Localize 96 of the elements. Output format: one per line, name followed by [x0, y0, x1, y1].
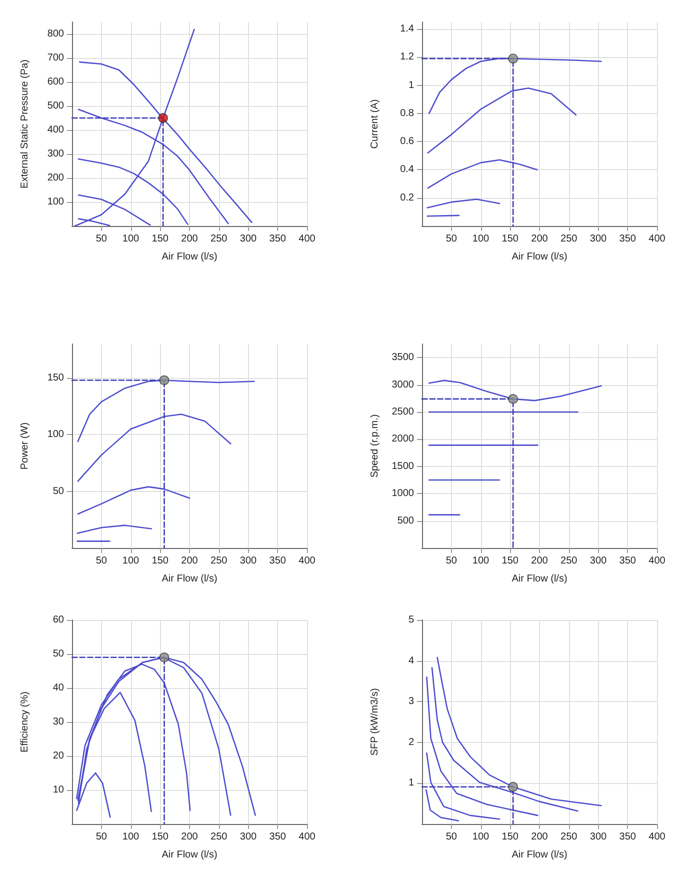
x-tick-label: 200	[181, 832, 198, 842]
x-axis-title: Air Flow (l/s)	[162, 850, 218, 860]
y-tick-label: 100	[47, 429, 64, 440]
x-axis-title: Air Flow (l/s)	[512, 574, 568, 584]
x-tick-label: 100	[122, 832, 140, 842]
x-tick-label: 250	[210, 556, 228, 566]
x-tick-label: 100	[122, 234, 140, 244]
y-tick-label: 10	[52, 784, 64, 796]
y-tick-label: 0.4	[400, 164, 414, 176]
x-tick-label: 400	[648, 556, 666, 566]
x-tick-label: 300	[240, 234, 258, 244]
x-tick-label: 400	[648, 832, 666, 842]
y-tick-label: 1500	[392, 460, 414, 472]
y-tick-label: 500	[397, 515, 414, 526]
y-tick-label: 5	[408, 614, 414, 626]
x-tick-label: 400	[298, 556, 316, 566]
x-tick-label: 200	[531, 832, 548, 842]
x-tick-label: 400	[298, 832, 316, 842]
x-tick-label: 250	[560, 556, 578, 566]
y-tick-label: 150	[47, 372, 64, 384]
x-tick-label: 100	[472, 234, 490, 244]
x-tick-label: 150	[502, 556, 519, 566]
x-tick-label: 300	[240, 556, 258, 566]
x-tick-label: 100	[472, 556, 490, 566]
y-axis-title: Efficiency (%)	[20, 692, 30, 752]
y-tick-label: 40	[52, 682, 64, 694]
x-tick-label: 250	[560, 832, 578, 842]
x-tick-label: 350	[269, 234, 286, 244]
x-axis-title: Air Flow (l/s)	[162, 574, 218, 584]
x-tick-label: 300	[590, 234, 608, 244]
x-tick-label: 150	[502, 832, 519, 842]
x-axis-title: Air Flow (l/s)	[512, 252, 568, 262]
y-axis-title: External Static Pressure (Pa)	[20, 60, 30, 188]
x-tick-label: 350	[269, 556, 286, 566]
y-tick-label: 1.2	[400, 52, 414, 63]
y-tick-label: 2	[408, 736, 414, 748]
x-tick-label: 50	[96, 234, 108, 244]
x-tick-label: 400	[298, 234, 316, 244]
x-tick-label: 350	[269, 832, 286, 842]
x-tick-label: 200	[531, 234, 548, 244]
x-tick-label: 50	[96, 556, 108, 566]
x-tick-label: 200	[531, 556, 548, 566]
y-tick-label: 50	[52, 486, 64, 497]
y-axis-title: Power (W)	[20, 422, 30, 470]
x-tick-label: 300	[240, 832, 258, 842]
y-tick-label: 1.4	[400, 24, 414, 35]
y-tick-label: 100	[47, 196, 64, 208]
y-tick-label: 300	[47, 148, 64, 160]
x-tick-label: 250	[210, 832, 228, 842]
y-tick-label: 0.6	[400, 136, 414, 148]
y-tick-label: 3000	[392, 379, 414, 390]
y-tick-label: 60	[52, 614, 64, 626]
x-tick-label: 350	[619, 234, 636, 244]
x-tick-label: 50	[446, 832, 458, 842]
x-tick-label: 150	[152, 556, 169, 566]
x-tick-label: 350	[619, 832, 636, 842]
x-tick-label: 250	[560, 234, 578, 244]
x-tick-label: 300	[590, 832, 608, 842]
y-tick-label: 4	[408, 655, 414, 666]
x-tick-label: 100	[122, 556, 140, 566]
y-tick-label: 3500	[392, 352, 414, 364]
y-tick-label: 30	[52, 716, 64, 728]
x-tick-label: 400	[648, 234, 666, 244]
y-tick-label: 700	[47, 52, 64, 64]
y-tick-label: 3	[408, 696, 414, 708]
y-axis-title: SFP (kW/m3/s)	[370, 688, 380, 756]
x-tick-label: 150	[152, 832, 169, 842]
y-tick-label: 500	[47, 100, 64, 112]
x-tick-label: 50	[446, 234, 458, 244]
y-axis-title: Current (A)	[370, 99, 380, 149]
x-tick-label: 250	[210, 234, 228, 244]
x-tick-label: 50	[96, 832, 108, 842]
x-tick-label: 150	[502, 234, 519, 244]
x-axis-title: Air Flow (l/s)	[162, 252, 218, 262]
y-axis-title: Speed (r.p.m.)	[370, 414, 380, 478]
x-axis-title: Air Flow (l/s)	[512, 850, 568, 860]
y-tick-label: 1000	[392, 488, 414, 500]
x-tick-label: 100	[472, 832, 490, 842]
y-tick-label: 0.8	[400, 108, 414, 119]
y-tick-label: 20	[52, 750, 64, 762]
y-tick-label: 1	[408, 778, 414, 789]
x-tick-label: 150	[152, 234, 169, 244]
y-tick-label: 1	[408, 80, 414, 91]
x-tick-label: 350	[619, 556, 636, 566]
x-tick-label: 300	[590, 556, 608, 566]
y-tick-label: 50	[52, 648, 64, 660]
y-tick-label: 2500	[392, 406, 414, 418]
x-tick-label: 200	[181, 234, 198, 244]
x-tick-label: 50	[446, 556, 458, 566]
y-tick-label: 0.2	[400, 192, 414, 204]
y-tick-label: 200	[47, 172, 64, 184]
x-tick-label: 200	[181, 556, 198, 566]
y-tick-label: 800	[47, 28, 64, 40]
y-tick-label: 2000	[392, 434, 414, 445]
y-tick-label: 600	[47, 76, 64, 88]
y-tick-label: 400	[47, 124, 64, 136]
